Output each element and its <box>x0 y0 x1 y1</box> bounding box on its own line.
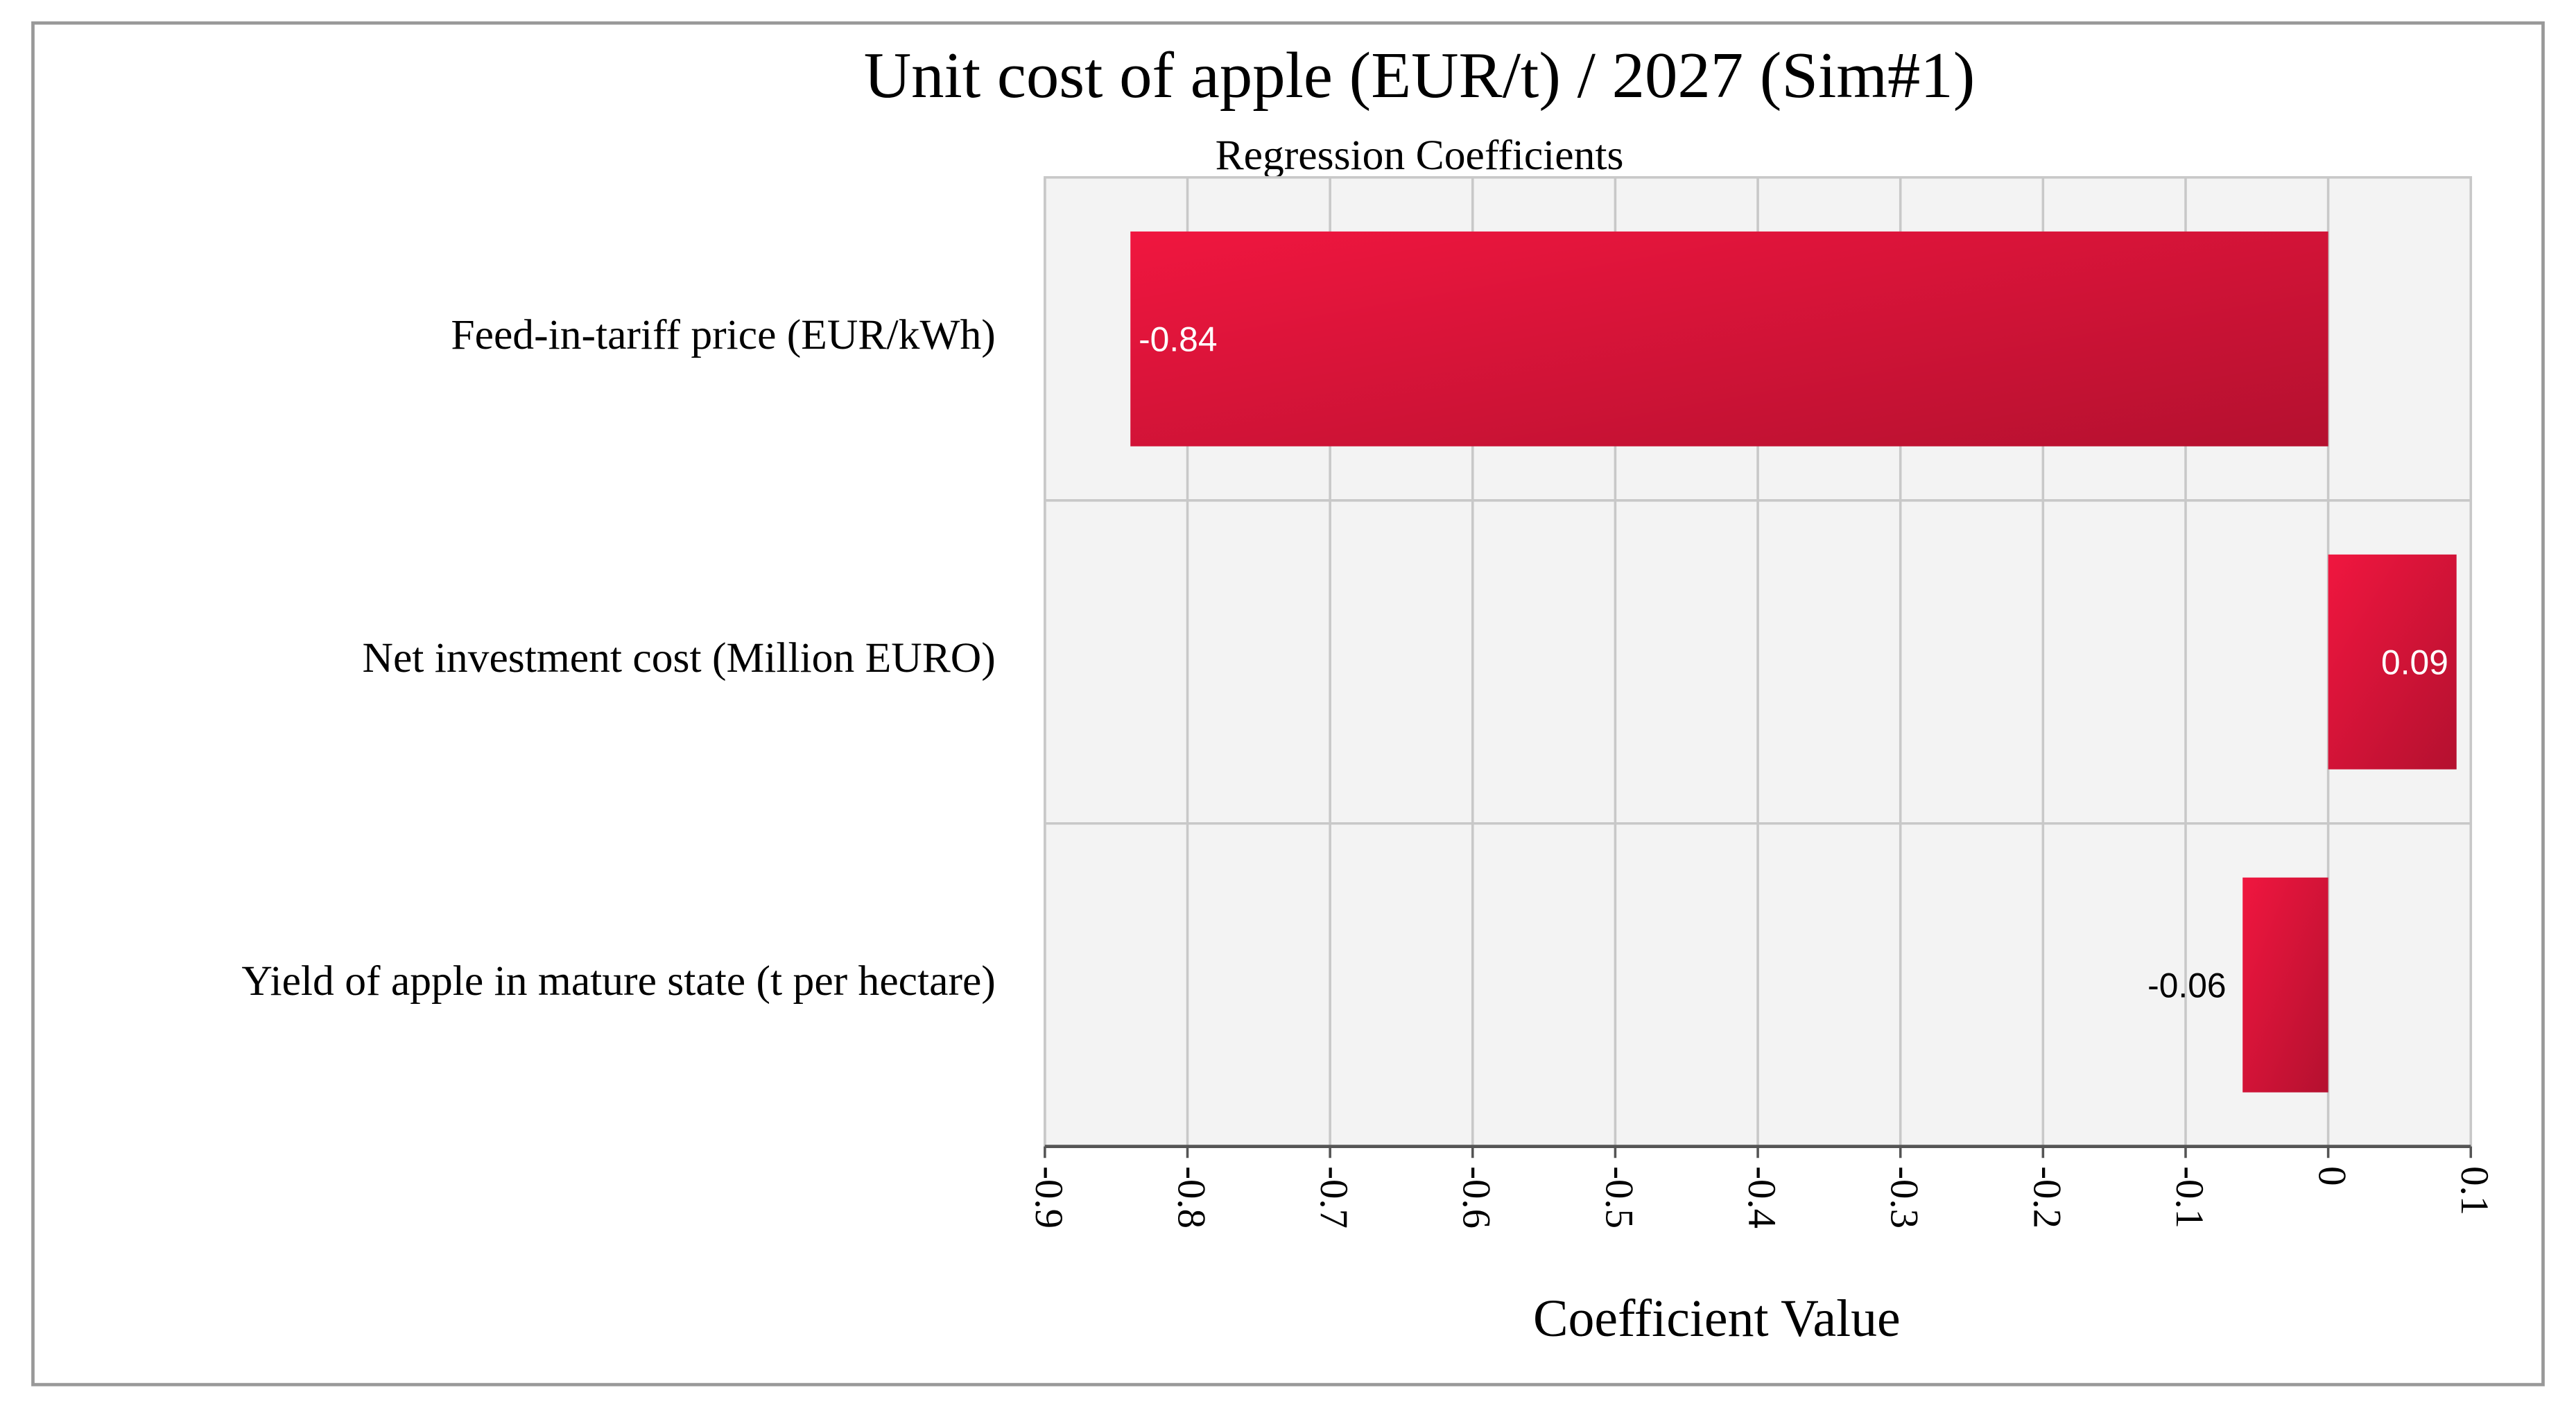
value-label: -0.06 <box>2147 966 2226 1005</box>
bar-shade <box>1130 231 2328 446</box>
bar-shade <box>2328 554 2457 770</box>
x-tick-label: -0.6 <box>1455 1166 1498 1229</box>
x-tick-label: -0.3 <box>1883 1166 1926 1229</box>
x-tick-label: -0.7 <box>1312 1166 1356 1229</box>
y-tick-label: Yield of apple in mature state (t per he… <box>241 957 995 1005</box>
x-tick-label: -0.1 <box>2168 1166 2211 1229</box>
x-tick-label: -0.9 <box>1027 1166 1071 1229</box>
chart-title: Unit cost of apple (EUR/t) / 2027 (Sim#1… <box>864 40 1976 112</box>
y-tick-label: Net investment cost (Million EURO) <box>362 634 995 682</box>
x-tick-label: -0.2 <box>2025 1166 2068 1229</box>
y-tick-label: Feed-in-tariff price (EUR/kWh) <box>451 311 995 358</box>
plot: -0.9 -0.8 -0.7 -0.6 -0.5 -0.4 -0.3 -0.2 -0.1 0 0.1… <box>241 176 2496 1229</box>
value-label: -0.84 <box>1139 320 1217 359</box>
x-tick-label: -0.8 <box>1169 1166 1213 1229</box>
x-tick-label: 0.1 <box>2453 1166 2496 1215</box>
x-tick-label: -0.5 <box>1597 1166 1641 1229</box>
chart-subtitle: Regression Coefficients <box>1216 132 1624 179</box>
value-label: 0.09 <box>2381 643 2448 682</box>
x-tick-label: 0 <box>2310 1166 2354 1186</box>
bar-shade <box>2242 877 2328 1093</box>
x-tick-label: -0.4 <box>1740 1166 1783 1229</box>
x-axis-title: Coefficient Value <box>1533 1290 1901 1348</box>
